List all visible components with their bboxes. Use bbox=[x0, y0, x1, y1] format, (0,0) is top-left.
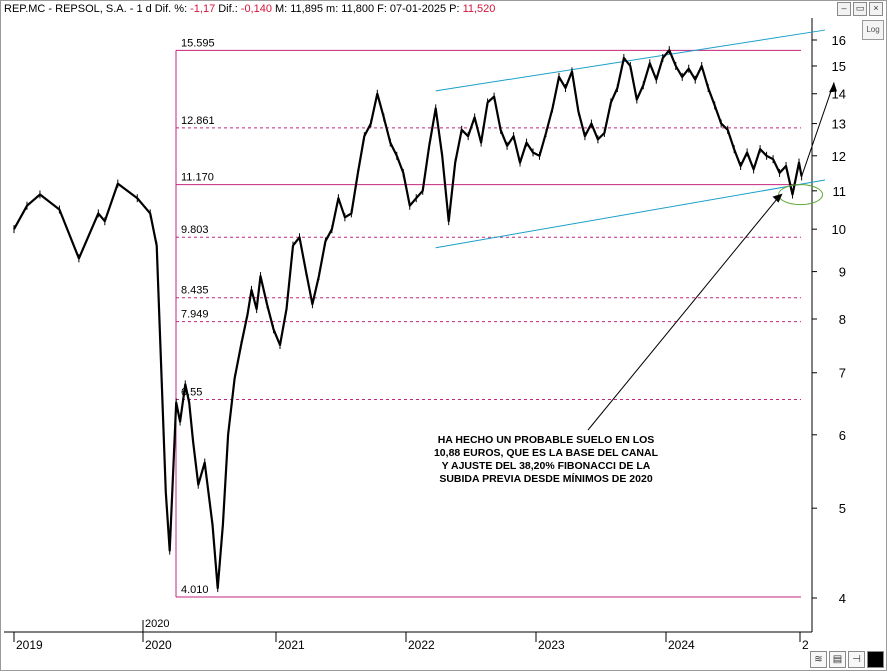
close-value: 11,520 bbox=[462, 3, 496, 15]
y-tick-label: 12 bbox=[832, 149, 846, 164]
window-controls: – ▭ × bbox=[837, 2, 883, 16]
scroll-icon[interactable]: ≋ bbox=[810, 651, 827, 668]
log-scale-button[interactable]: Log bbox=[862, 20, 884, 40]
x-tick-label: 2022 bbox=[408, 638, 435, 652]
fib-level-label: 12.861 bbox=[181, 115, 215, 127]
channel-upper-line bbox=[435, 29, 826, 92]
y-tick-label: 4 bbox=[839, 591, 846, 606]
x-tick-label: 2021 bbox=[278, 638, 305, 652]
y-tick-label: 8 bbox=[839, 312, 846, 327]
fib-level-label: 15.595 bbox=[181, 37, 215, 49]
annotation-markup bbox=[587, 82, 837, 431]
fib-level-label: 11.170 bbox=[181, 172, 214, 184]
annotation-arrow-line bbox=[587, 194, 781, 431]
save-icon[interactable]: ▤ bbox=[829, 651, 846, 668]
symbol-label: REP.MC - REPSOL, S.A. - 1 d bbox=[4, 3, 152, 15]
minimize-icon[interactable]: – bbox=[837, 2, 851, 16]
chart-header: REP.MC - REPSOL, S.A. - 1 d Dif. %: -1,1… bbox=[4, 3, 498, 17]
fib-level-label: 7.949 bbox=[181, 309, 209, 321]
projection-arrowhead bbox=[829, 82, 837, 93]
dif-pct-label: Dif. %: bbox=[154, 3, 188, 15]
close-icon[interactable]: × bbox=[869, 2, 883, 16]
dif-pct-value: -1,17 bbox=[190, 3, 216, 15]
y-tick-label: 10 bbox=[832, 222, 846, 237]
max-value: 11,895 bbox=[290, 3, 324, 15]
dif-value: -0,140 bbox=[240, 3, 272, 15]
y-tick-label: 7 bbox=[839, 366, 846, 381]
annotation-arrowhead bbox=[772, 193, 783, 203]
x-tick-label: 2020 bbox=[145, 638, 172, 652]
x-tick-label: 2019 bbox=[16, 638, 43, 652]
x-tick-label: 2023 bbox=[538, 638, 565, 652]
price-series bbox=[13, 46, 803, 593]
bottom-toolbar: ≋ ▤ ⊣ bbox=[810, 651, 884, 668]
restore-icon[interactable]: ▭ bbox=[853, 2, 867, 16]
support-ellipse bbox=[778, 184, 824, 206]
x-top-label: 2020 bbox=[145, 618, 169, 630]
pin-icon[interactable]: ⊣ bbox=[848, 651, 865, 668]
y-tick-label: 15 bbox=[832, 59, 846, 74]
channel-lower-line bbox=[435, 179, 826, 249]
y-tick-label: 16 bbox=[832, 33, 846, 48]
fibonacci-levels: 15.59512.86111.1709.8038.4357.9496.554.0… bbox=[175, 37, 801, 598]
fib-level-label: 9.803 bbox=[181, 224, 209, 236]
close-label: P: bbox=[449, 3, 460, 15]
dif-label: Dif.: bbox=[218, 3, 238, 15]
y-tick-label: 11 bbox=[833, 184, 847, 199]
y-tick-label: 6 bbox=[839, 428, 846, 443]
projection-arrow-line bbox=[801, 82, 835, 177]
fib-level-label: 8.435 bbox=[181, 285, 209, 297]
date-value: 07-01-2025 bbox=[389, 3, 447, 15]
max-label: M: bbox=[274, 3, 288, 15]
fib-level-label: 4.010 bbox=[181, 584, 209, 596]
x-tick-label: 2024 bbox=[668, 638, 695, 652]
y-tick-label: 13 bbox=[832, 117, 846, 132]
min-label: m: bbox=[326, 3, 339, 15]
y-tick-label: 9 bbox=[839, 265, 846, 280]
color-swatch-icon[interactable] bbox=[867, 651, 884, 668]
price-line bbox=[13, 49, 803, 590]
y-tick-label: 5 bbox=[839, 501, 846, 516]
date-label: F: bbox=[377, 3, 387, 15]
min-value: 11,800 bbox=[341, 3, 375, 15]
trend-channel bbox=[435, 29, 826, 249]
annotation-text: HA HECHO UN PROBABLE SUELO EN LOS 10,88 … bbox=[433, 434, 659, 485]
x-tick-label: 2 bbox=[802, 638, 809, 652]
